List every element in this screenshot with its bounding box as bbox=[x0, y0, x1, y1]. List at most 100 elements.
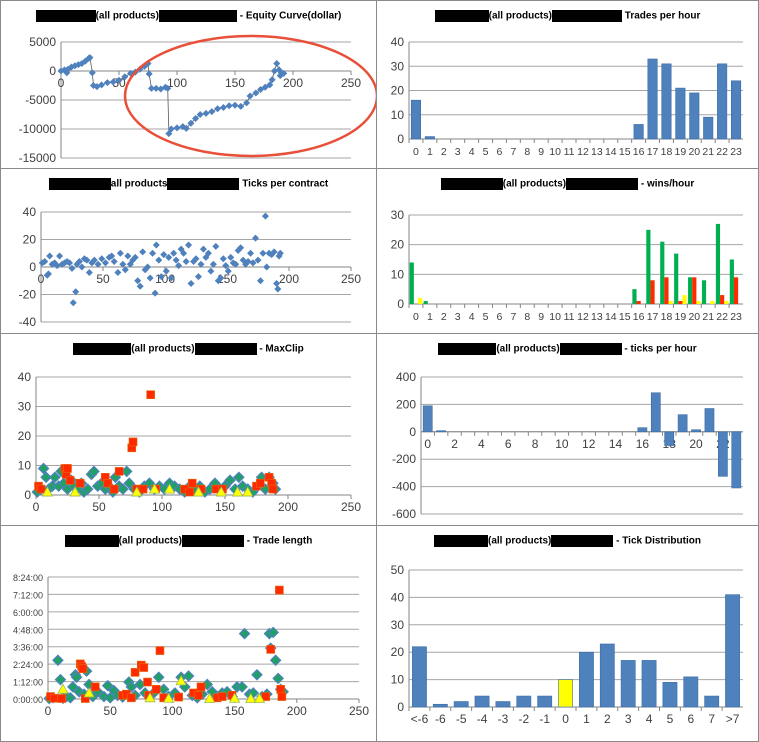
bar-count--3 bbox=[495, 701, 511, 708]
data-point bbox=[146, 390, 155, 400]
data-point bbox=[117, 483, 129, 495]
y-tick-label: 10 bbox=[18, 459, 32, 473]
x-tick-label: 3 bbox=[455, 146, 461, 158]
data-point bbox=[90, 256, 98, 264]
bar-ticks-20 bbox=[691, 429, 701, 433]
y-tick-label: -15000 bbox=[19, 151, 57, 165]
x-tick-label: 200 bbox=[279, 272, 299, 286]
title-part: - Tick Distribution bbox=[613, 535, 701, 547]
bar-trades-22 bbox=[717, 63, 728, 140]
bar-count-6 bbox=[683, 676, 699, 708]
y-tick-label: -10000 bbox=[19, 122, 57, 136]
x-tick-label: 4 bbox=[469, 311, 475, 323]
bar-trades-20 bbox=[689, 92, 700, 140]
bar-losses-16 bbox=[636, 301, 641, 304]
data-point bbox=[192, 255, 200, 263]
data-point bbox=[83, 256, 91, 264]
data-point bbox=[270, 248, 278, 256]
x-tick-label: 6 bbox=[497, 311, 503, 323]
y-tick-label: 20 bbox=[391, 645, 405, 659]
x-tick-label: 100 bbox=[167, 76, 187, 90]
data-point bbox=[139, 248, 147, 256]
x-tick-label: 10 bbox=[555, 437, 569, 451]
bar-scratch-19 bbox=[682, 295, 687, 304]
data-point bbox=[263, 263, 271, 271]
x-tick-label: 50 bbox=[96, 272, 110, 286]
bar-wins-22 bbox=[715, 223, 721, 304]
data-point bbox=[245, 692, 257, 703]
y-tick-label: 30 bbox=[391, 59, 405, 73]
x-tick-label: 6 bbox=[687, 712, 694, 726]
y-tick-label: -600 bbox=[392, 507, 416, 521]
data-point bbox=[192, 115, 200, 123]
data-point bbox=[70, 671, 83, 684]
x-tick-label: 16 bbox=[633, 311, 645, 323]
redacted-block bbox=[434, 535, 489, 547]
x-tick-label: 7 bbox=[510, 311, 516, 323]
y-tick-label: 20 bbox=[391, 84, 405, 98]
x-tick-label: >7 bbox=[726, 712, 740, 726]
data-point bbox=[152, 84, 160, 92]
data-point bbox=[143, 677, 152, 687]
data-point bbox=[160, 251, 168, 259]
redacted-block bbox=[434, 10, 489, 22]
x-tick-label: 0 bbox=[413, 311, 419, 323]
bar-wins-1 bbox=[423, 301, 428, 304]
x-tick-label: 18 bbox=[661, 311, 673, 323]
title-part: (all products) bbox=[496, 343, 560, 355]
title-part: Trades per hour bbox=[621, 10, 701, 22]
bar-ticks-17 bbox=[650, 392, 661, 433]
data-point bbox=[261, 692, 271, 701]
title-part: - ticks per hour bbox=[621, 343, 697, 355]
bar-count-3 bbox=[620, 660, 636, 708]
data-point bbox=[163, 483, 176, 494]
data-point bbox=[253, 692, 266, 703]
data-point bbox=[228, 692, 241, 703]
data-point bbox=[197, 260, 205, 268]
bar-scratch-21 bbox=[710, 301, 715, 304]
title-part: - Trade length bbox=[244, 535, 313, 547]
data-point bbox=[187, 119, 195, 127]
x-tick-label: 2 bbox=[441, 311, 447, 323]
data-point bbox=[86, 54, 94, 62]
bar-losses-18 bbox=[664, 277, 669, 304]
x-tick-label: 3 bbox=[455, 311, 461, 323]
redacted-block bbox=[64, 535, 119, 547]
y-tick-label: 40 bbox=[391, 35, 405, 49]
bar-losses-23 bbox=[733, 277, 739, 304]
x-tick-label: 15 bbox=[619, 311, 631, 323]
data-point bbox=[252, 234, 260, 242]
title-part: Ticks per contract bbox=[239, 178, 329, 190]
chart-title: (all products) Trades per hour bbox=[377, 10, 758, 22]
data-point bbox=[90, 682, 100, 692]
x-tick-label: 8 bbox=[524, 146, 530, 158]
data-point bbox=[151, 685, 161, 694]
bar-count--4 bbox=[474, 695, 490, 708]
bar-wins-23 bbox=[729, 259, 734, 304]
data-point bbox=[219, 255, 227, 263]
data-point bbox=[131, 486, 143, 497]
x-tick-label: 1 bbox=[427, 311, 433, 323]
data-point bbox=[41, 258, 49, 265]
data-point bbox=[255, 478, 265, 488]
data-point bbox=[103, 478, 113, 488]
data-point bbox=[123, 477, 136, 490]
chart-title: all products Ticks per contract bbox=[1, 178, 376, 190]
data-point bbox=[269, 654, 282, 667]
data-point bbox=[164, 84, 172, 92]
x-tick-label: 50 bbox=[92, 500, 106, 514]
data-point bbox=[224, 267, 232, 275]
x-tick-label: 100 bbox=[152, 500, 172, 514]
bar-trades-1 bbox=[424, 136, 435, 140]
bar-count-x7 bbox=[725, 594, 740, 708]
x-tick-label: -4 bbox=[477, 712, 488, 726]
y-tick-label: 0 bbox=[397, 297, 404, 311]
data-point bbox=[60, 66, 68, 74]
data-point bbox=[139, 663, 149, 672]
chart-title: (all products) - wins/hour bbox=[377, 178, 758, 190]
data-point bbox=[232, 260, 240, 268]
bar-trades-21 bbox=[703, 116, 714, 140]
x-tick-label: 2 bbox=[441, 146, 447, 158]
data-point bbox=[222, 262, 230, 270]
x-tick-label: 13 bbox=[591, 311, 603, 323]
